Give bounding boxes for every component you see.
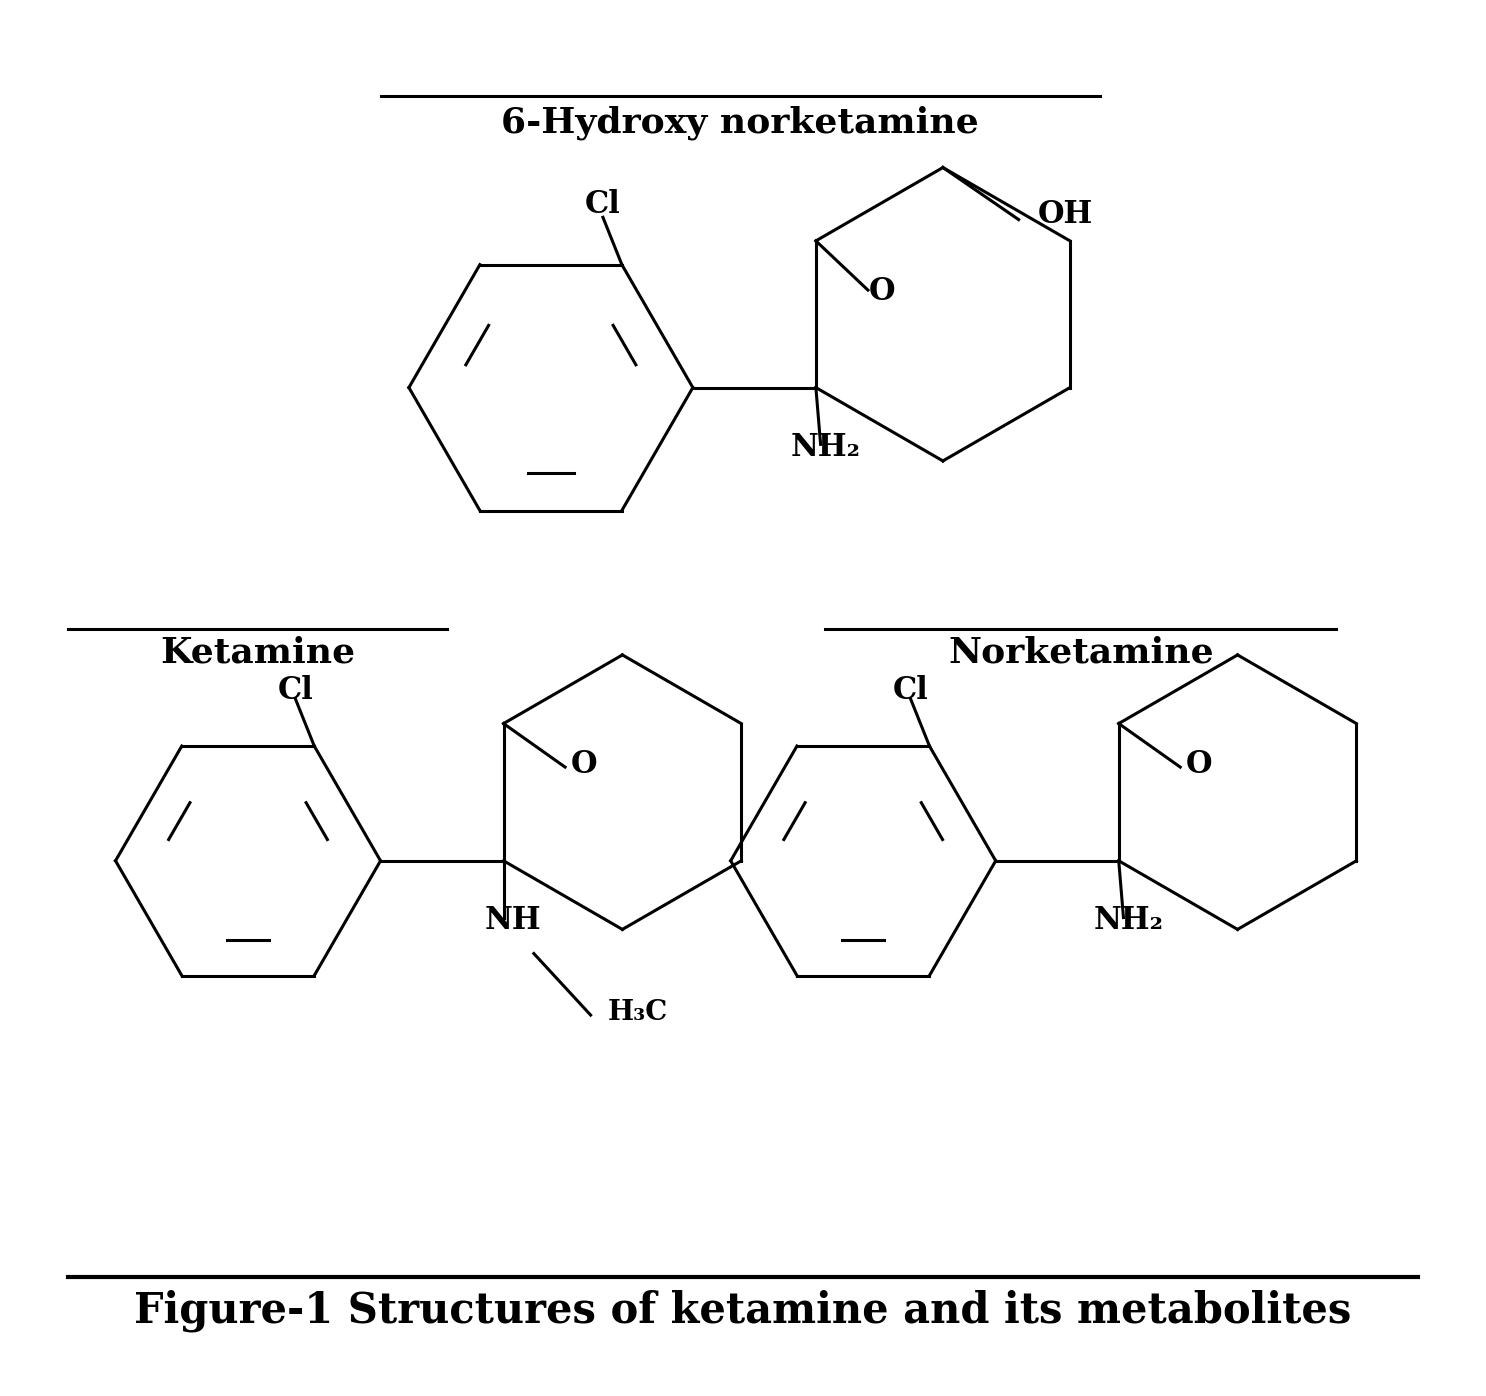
Text: O: O bbox=[571, 750, 597, 780]
Text: O: O bbox=[869, 276, 896, 307]
Text: OH: OH bbox=[1037, 200, 1092, 230]
Text: Cl: Cl bbox=[585, 188, 621, 221]
Text: Figure-1 Structures of ketamine and its metabolites: Figure-1 Structures of ketamine and its … bbox=[134, 1289, 1352, 1332]
Text: O: O bbox=[1186, 750, 1213, 780]
Text: NH₂: NH₂ bbox=[791, 433, 860, 463]
Text: H₃C: H₃C bbox=[608, 1000, 667, 1026]
Text: Cl: Cl bbox=[278, 676, 314, 706]
Text: Norketamine: Norketamine bbox=[948, 635, 1214, 670]
Text: Cl: Cl bbox=[893, 676, 929, 706]
Text: 6-Hydroxy norketamine: 6-Hydroxy norketamine bbox=[501, 105, 979, 140]
Text: NH₂: NH₂ bbox=[1094, 906, 1164, 937]
Text: Ketamine: Ketamine bbox=[160, 635, 355, 670]
Text: NH: NH bbox=[484, 906, 541, 937]
